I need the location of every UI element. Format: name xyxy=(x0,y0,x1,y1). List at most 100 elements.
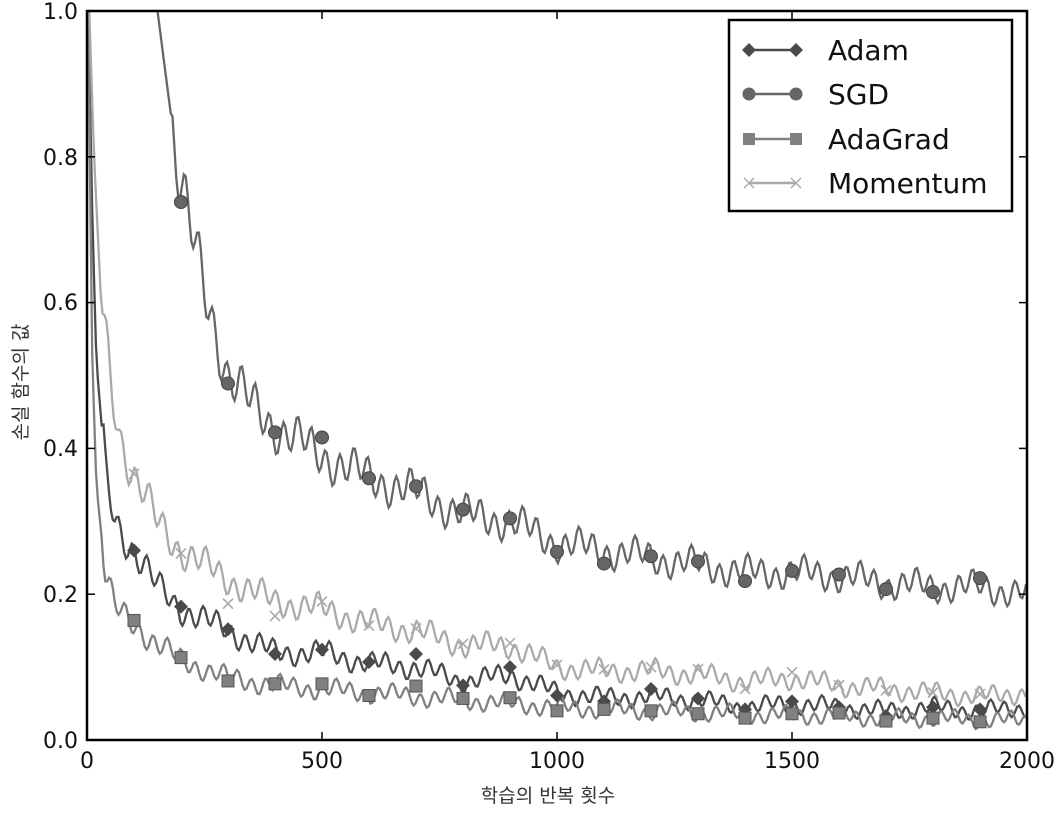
data-marker-adam xyxy=(174,599,188,614)
axis-ticks xyxy=(86,10,1028,741)
data-marker-momentum xyxy=(974,688,986,700)
data-marker-adam xyxy=(127,543,141,558)
data-marker-momentum xyxy=(504,637,516,649)
legend-label-sgd: SGD xyxy=(828,78,889,111)
data-marker-adam xyxy=(362,654,376,669)
data-marker-adagrad xyxy=(221,674,235,688)
legend-entry-momentum: Momentum xyxy=(743,167,988,200)
y-axis-label: 손실 함수의 값 xyxy=(10,324,32,441)
data-marker-adam xyxy=(691,691,705,706)
data-marker-adagrad xyxy=(503,691,517,705)
data-marker-adagrad xyxy=(362,689,376,703)
data-marker-adagrad xyxy=(973,715,987,729)
data-marker-adagrad xyxy=(644,704,658,718)
data-marker-sgd xyxy=(785,563,799,578)
x-axis-label: 학습의 반복 횟수 xyxy=(481,785,615,807)
data-marker-adam xyxy=(973,702,987,717)
legend-label-adagrad: AdaGrad xyxy=(828,123,950,156)
data-marker-momentum xyxy=(598,663,610,675)
y-tick-label-0-6: 0.6 xyxy=(43,291,78,316)
data-marker-momentum xyxy=(457,638,469,650)
data-marker-adagrad xyxy=(550,704,564,718)
legend-marker-adagrad-left xyxy=(743,133,755,145)
y-tick-label-0-4: 0.4 xyxy=(43,437,78,462)
data-marker-sgd xyxy=(268,425,282,440)
series-line-adagrad xyxy=(87,11,1027,731)
x-tick-label-2000: 2000 xyxy=(999,749,1055,774)
data-marker-momentum xyxy=(880,684,892,696)
data-marker-sgd xyxy=(550,544,564,559)
series-line-momentum xyxy=(88,11,1027,708)
legend-entry-adagrad: AdaGrad xyxy=(743,123,950,156)
data-marker-sgd xyxy=(926,585,940,600)
data-marker-adagrad xyxy=(268,677,282,691)
data-marker-adagrad xyxy=(785,707,799,721)
data-marker-adagrad xyxy=(691,707,705,721)
series-markers xyxy=(127,194,987,729)
data-marker-momentum xyxy=(786,666,798,678)
data-marker-adam xyxy=(926,700,940,715)
data-marker-sgd xyxy=(597,556,611,571)
legend: Adam SGD AdaGrad Momentum xyxy=(727,18,1014,213)
data-marker-adagrad xyxy=(409,679,423,693)
data-marker-sgd xyxy=(174,194,188,209)
data-marker-momentum xyxy=(551,659,563,671)
data-marker-sgd xyxy=(738,574,752,589)
data-marker-adam xyxy=(785,694,799,709)
plot-area xyxy=(85,9,1029,742)
data-marker-adagrad xyxy=(174,651,188,665)
data-marker-momentum xyxy=(645,661,657,673)
x-tick-label-1500: 1500 xyxy=(764,749,820,774)
y-tick-label-1-0: 1.0 xyxy=(43,0,78,25)
data-marker-adam xyxy=(268,646,282,661)
data-marker-sgd xyxy=(362,471,376,486)
data-marker-adam xyxy=(503,660,517,675)
y-tick-label-0-2: 0.2 xyxy=(43,583,78,608)
x-tick-labels: 0 500 1000 1500 2000 xyxy=(80,749,1055,774)
legend-label-momentum: Momentum xyxy=(828,167,988,200)
data-marker-adam xyxy=(644,681,658,696)
data-marker-sgd xyxy=(315,430,329,445)
data-marker-adam xyxy=(315,642,329,657)
data-marker-sgd xyxy=(503,511,517,526)
data-marker-momentum xyxy=(222,598,234,610)
data-marker-adagrad xyxy=(315,677,329,691)
x-tick-label-500: 500 xyxy=(301,749,343,774)
data-marker-adagrad xyxy=(127,613,141,627)
data-marker-sgd xyxy=(221,376,235,391)
legend-marker-adagrad-right xyxy=(790,133,802,145)
data-marker-sgd xyxy=(879,582,893,597)
data-marker-sgd xyxy=(644,549,658,564)
data-marker-momentum xyxy=(739,683,751,695)
series-line-sgd xyxy=(156,11,1027,609)
legend-entry-sgd: SGD xyxy=(742,78,889,111)
y-tick-label-0-0: 0.0 xyxy=(43,729,78,754)
data-marker-momentum xyxy=(410,622,422,635)
series-lines xyxy=(87,11,1027,731)
legend-marker-sgd-right xyxy=(789,87,803,101)
legend-label-adam: Adam xyxy=(828,34,909,67)
data-marker-momentum xyxy=(128,468,140,480)
data-marker-momentum xyxy=(316,595,328,608)
data-marker-adagrad xyxy=(879,714,893,728)
legend-marker-adam-left xyxy=(742,43,756,57)
data-marker-sgd xyxy=(456,502,470,517)
data-marker-momentum xyxy=(927,687,939,699)
y-tick-labels: 0.0 0.2 0.4 0.6 0.8 1.0 xyxy=(43,0,78,754)
data-marker-sgd xyxy=(832,567,846,582)
x-tick-label-1000: 1000 xyxy=(529,749,585,774)
data-marker-adagrad xyxy=(832,706,846,720)
data-marker-momentum xyxy=(692,663,704,675)
data-marker-adam xyxy=(456,678,470,693)
legend-frame xyxy=(727,18,1014,213)
legend-entry-adam: Adam xyxy=(742,34,909,67)
legend-marker-momentum-left xyxy=(743,177,755,189)
data-marker-sgd xyxy=(691,554,705,569)
data-marker-adagrad xyxy=(926,711,940,725)
data-marker-sgd xyxy=(973,571,987,586)
legend-marker-sgd-left xyxy=(742,87,756,101)
data-marker-momentum xyxy=(363,619,375,632)
data-marker-momentum xyxy=(833,679,845,691)
data-marker-adagrad xyxy=(738,711,752,725)
